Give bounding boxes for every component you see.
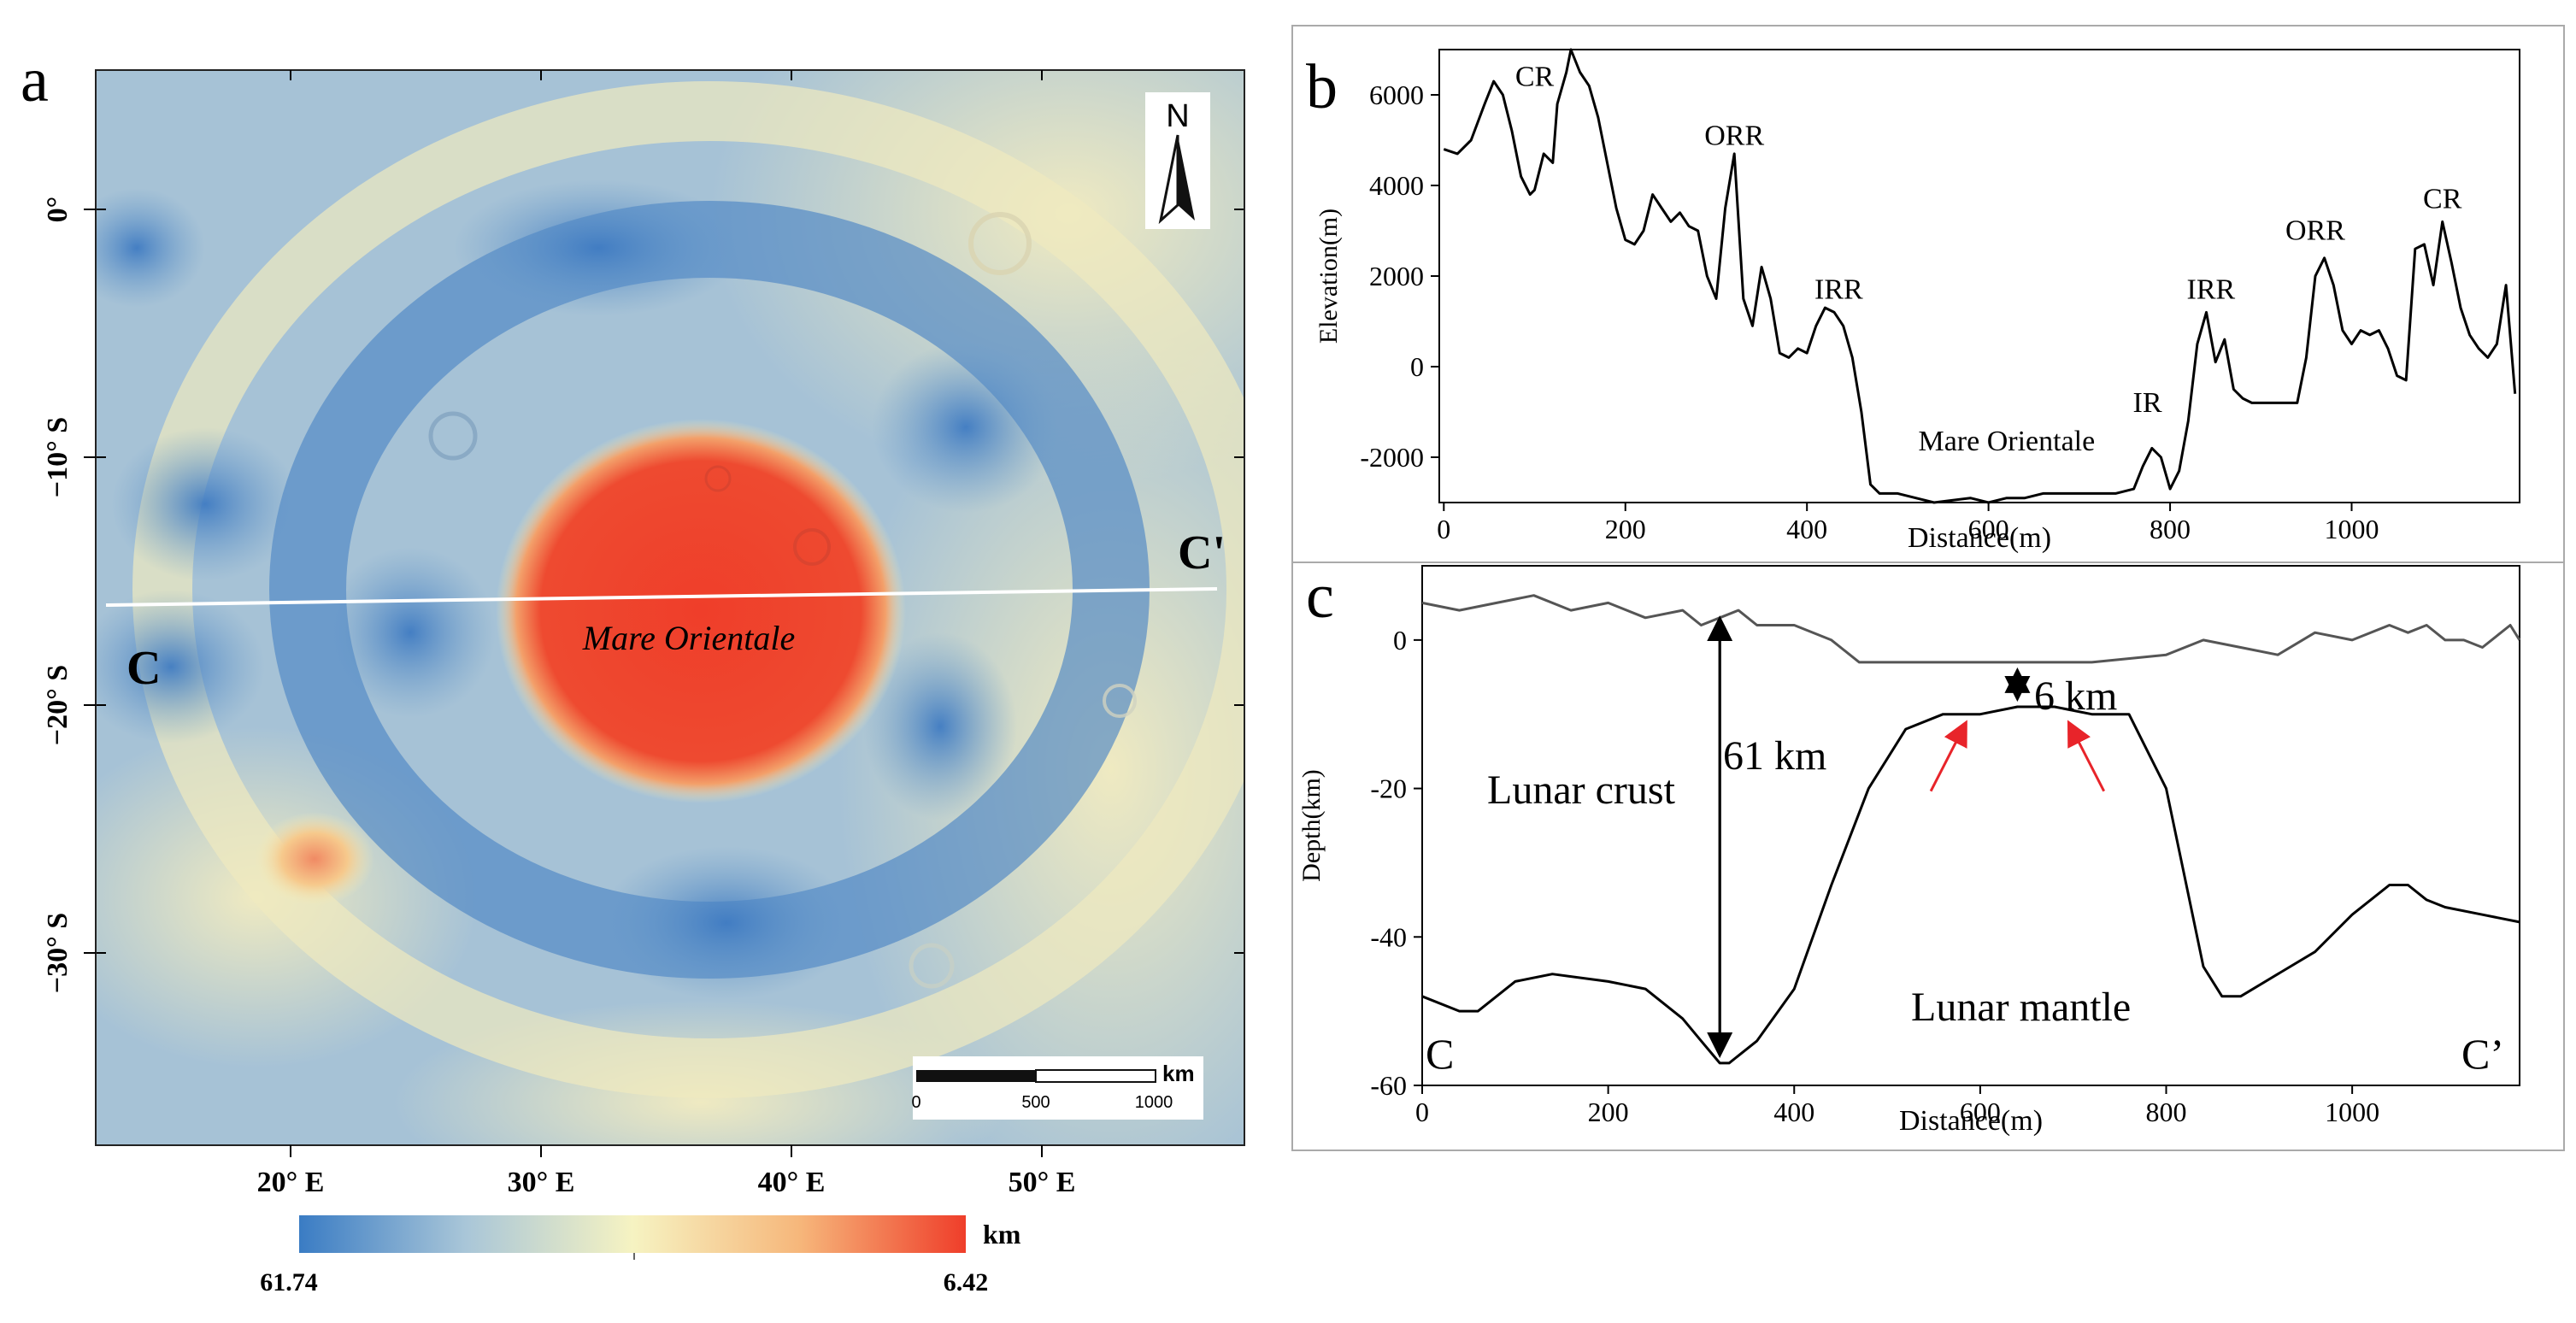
x-tick-label: 200: [1605, 514, 1646, 544]
colorbar-gradient: [299, 1215, 966, 1253]
x-axis-label: Distance(m): [1908, 522, 2051, 554]
profile-annotation: IR: [2133, 387, 2162, 419]
profile-c-start-label: C: [1426, 1030, 1454, 1078]
scale-bar: km 0 500 1000: [911, 1056, 1203, 1120]
profile-c-end-label: C’: [2461, 1030, 2504, 1078]
elevation-profile-chart: 0 200 400 600 800 1000 -2000 0 2000 4000 6000 Dista…: [1314, 48, 2520, 554]
profile-annotation: ORR: [1704, 120, 1764, 151]
x-tick-label: 1000: [2325, 1097, 2379, 1127]
red-arrow: [1929, 720, 1967, 792]
crust-depth-chart: 0 200 400 600 800 1000 -60 -40 -20 0 Distance(m) De…: [1297, 565, 2521, 1137]
profile-end-label: C': [1178, 526, 1226, 579]
scale-bar-label-500: 500: [1021, 1093, 1050, 1112]
scale-bar-unit: km: [1162, 1061, 1195, 1086]
y-tick-label: -20: [1370, 773, 1407, 804]
profile-annotation: ORR: [2285, 215, 2345, 247]
x-tick-label: 400: [1786, 514, 1827, 544]
crust-thickness-map: [96, 70, 1244, 1145]
x-tick-label: 600: [1968, 514, 2009, 544]
series-line-surface: [1421, 594, 2521, 664]
y-tick-label: -2000: [1360, 442, 1424, 473]
x-tick-label: 0: [1415, 1097, 1429, 1127]
lat-tick-label: −20° S: [42, 665, 74, 745]
profile-line-c-c-prime: [105, 587, 1218, 607]
lunar-mantle-label: Lunar mantle: [1911, 985, 2131, 1030]
colorbar-unit: km: [983, 1219, 1021, 1250]
panel-c: c 0 200 400 600 800 1000 -60 -40 -20 0 Distance(m)…: [1291, 562, 2565, 1151]
x-tick-label: 200: [1588, 1097, 1629, 1127]
x-tick-label: 400: [1773, 1097, 1814, 1127]
panel-c-label: c: [1306, 562, 1334, 632]
colorbar-min-label: 61.74: [260, 1268, 318, 1297]
x-tick-label: 800: [2146, 1097, 2187, 1127]
x-tick-label: 0: [1437, 514, 1450, 544]
north-label: N: [1166, 98, 1189, 134]
lon-tick-label: 40° E: [758, 1167, 826, 1198]
panel-a: a: [21, 45, 1245, 1297]
panel-b-label: b: [1306, 52, 1338, 122]
y-tick-label: 0: [1410, 351, 1424, 382]
y-tick-label: 4000: [1369, 170, 1424, 201]
lon-tick-label: 50° E: [1009, 1167, 1076, 1198]
profile-annotation: IRR: [1814, 274, 1863, 306]
profile-annotation: IRR: [2187, 274, 2236, 306]
y-axis-label: Depth(km): [1297, 769, 1326, 882]
y-tick-label: -60: [1370, 1070, 1407, 1101]
profile-annotation: CR: [2423, 184, 2462, 215]
x-tick-label: 800: [2150, 514, 2191, 544]
red-arrow: [2067, 720, 2106, 792]
lon-tick-label: 20° E: [257, 1167, 325, 1198]
profile-annotation: Mare Orientale: [1918, 426, 2095, 457]
lat-tick-label: −10° S: [42, 417, 74, 497]
series-line-elevation: [1443, 48, 2517, 504]
y-axis-label: Elevation(m): [1314, 209, 1343, 344]
y-tick-label: 6000: [1369, 79, 1424, 110]
scale-bar-label-0: 0: [911, 1093, 920, 1112]
y-tick-label: 2000: [1369, 261, 1424, 291]
x-axis-label: Distance(m): [1899, 1105, 2043, 1137]
lon-tick-label: 30° E: [508, 1167, 575, 1198]
lat-tick-label: 0°: [42, 197, 74, 223]
north-arrow: N: [1145, 92, 1210, 229]
series-line-moho: [1421, 705, 2520, 1065]
y-tick-label: 0: [1393, 625, 1407, 656]
x-tick-label: 600: [1960, 1097, 2001, 1127]
mantle-uplift-label: 6 km: [2034, 673, 2117, 719]
profile-annotation: CR: [1515, 61, 1555, 92]
scale-bar-label-1000: 1000: [1135, 1093, 1173, 1112]
plot-frame: [1421, 565, 2520, 1086]
colorbar-max-label: 6.42: [944, 1268, 989, 1297]
panel-a-label: a: [21, 45, 49, 115]
lat-tick-label: −30° S: [42, 913, 74, 993]
mare-orientale-label: Mare Orientale: [582, 619, 795, 657]
panel-b: b 0 200 400 600 800 1000 -2000 0 2000 4000 6000 Dis…: [1291, 25, 2565, 563]
y-tick-label: -40: [1370, 921, 1407, 952]
map-axes: 20° E 30° E 40° E 50° E 0° −10° S −20° S −30° S: [42, 70, 1075, 1198]
crust-thickness-label: 61 km: [1723, 733, 1826, 779]
north-arrow-icon: [1178, 135, 1195, 220]
lunar-crust-label: Lunar crust: [1487, 767, 1676, 813]
colorbar: km 61.74 6.42: [260, 1215, 1021, 1297]
profile-start-label: C: [126, 642, 161, 695]
x-tick-label: 1000: [2324, 514, 2379, 544]
